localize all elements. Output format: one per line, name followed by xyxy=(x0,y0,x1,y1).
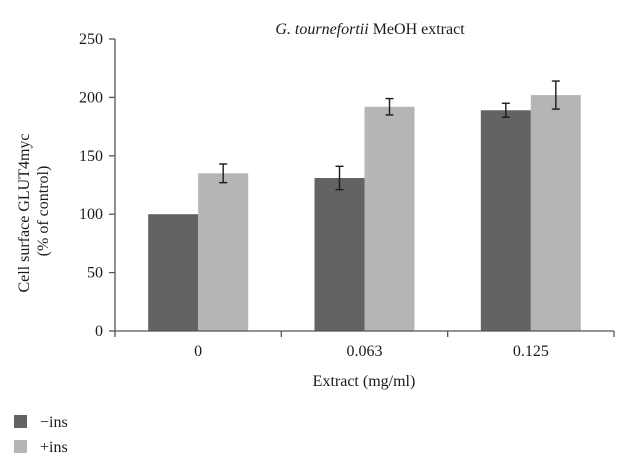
x-axis-label: Extract (mg/ml) xyxy=(313,373,416,390)
y-axis-label: Cell surface GLUT4myc (% of control) xyxy=(16,129,52,292)
x-tick-label-2: 0.125 xyxy=(513,343,549,360)
legend-swatch-0 xyxy=(14,415,27,428)
plot-area: 0 50 100 150 200 250 0 0.063 0.125 xyxy=(79,31,615,360)
y-tick-label-150: 150 xyxy=(79,148,103,165)
y-tick-label-50: 50 xyxy=(87,265,103,282)
y-axis-label-line-1: Cell surface GLUT4myc xyxy=(16,133,33,292)
y-tick-label-200: 200 xyxy=(79,89,103,106)
x-tick-label-0: 0 xyxy=(194,343,202,360)
bar-minus-ins-2 xyxy=(480,110,531,331)
bar-minus-ins-1 xyxy=(314,177,365,331)
legend-label-1: +ins xyxy=(40,439,68,456)
bar-plus-ins-2 xyxy=(530,95,581,332)
chart-title: G. tournefortii MeOH extract xyxy=(275,21,465,38)
bar-plus-ins-0 xyxy=(198,173,249,331)
bar-plus-ins-1 xyxy=(364,106,415,331)
x-tick-label-1: 0.063 xyxy=(347,343,383,360)
y-tick-label-100: 100 xyxy=(79,206,103,223)
legend: −ins +ins xyxy=(14,414,68,456)
y-tick-label-0: 0 xyxy=(95,323,103,340)
legend-swatch-1 xyxy=(14,440,27,453)
legend-label-0: −ins xyxy=(40,414,68,431)
y-tick-label-250: 250 xyxy=(79,31,103,48)
chart-title-rest: MeOH extract xyxy=(369,21,466,38)
bar-minus-ins-0 xyxy=(148,214,199,331)
y-axis-label-line-2: (% of control) xyxy=(35,166,52,257)
chart-title-italic: G. tournefortii xyxy=(275,21,368,38)
